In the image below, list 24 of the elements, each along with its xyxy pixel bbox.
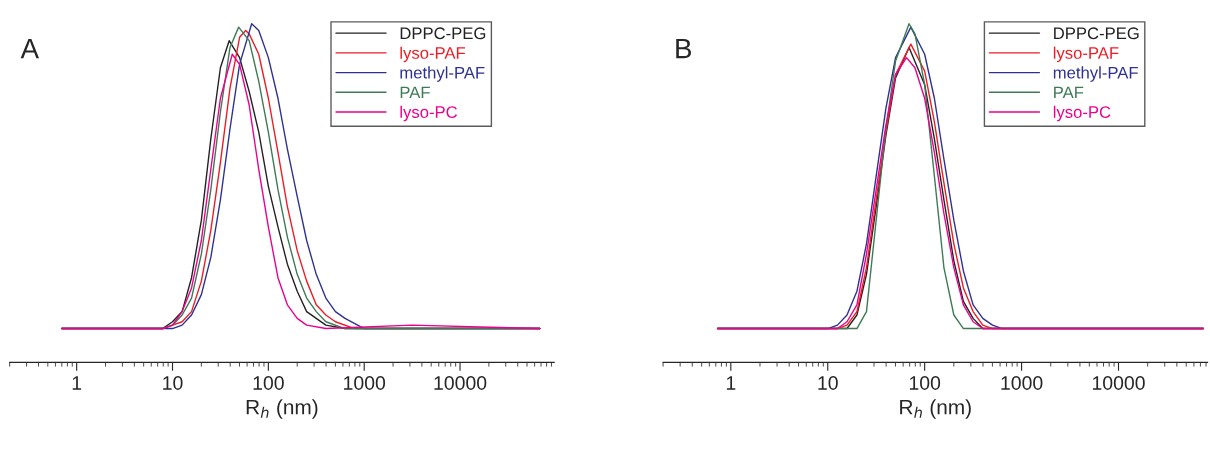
x-tick-label: 10: [163, 376, 183, 390]
legend-label: lyso-PC: [1053, 105, 1111, 122]
legend-label: lyso-PC: [400, 105, 458, 122]
legend-label: DPPC-PEG: [400, 27, 486, 40]
x-tick-label: 10000: [1092, 376, 1145, 390]
legend-label: lyso-PAF: [1053, 46, 1119, 63]
x-tick-label: 10: [818, 376, 838, 390]
x-tick-label: 1: [726, 376, 736, 390]
x-tick-label: 1000: [344, 376, 386, 390]
legend-label: lyso-PAF: [400, 46, 466, 63]
x-tick-label: 100: [909, 376, 941, 390]
x-tick-label: 1: [72, 376, 82, 390]
x-tick-label: 10000: [434, 376, 487, 390]
legend-label: methyl-PAF: [400, 66, 485, 82]
legend-label: DPPC-PEG: [1054, 27, 1139, 40]
x-axis-title: R$_{h}$ (nm): [900, 399, 971, 419]
chart-title: A: [20, 39, 40, 59]
legend-label: PAF: [400, 86, 430, 99]
x-axis-title: R$_{h}$ (nm): [246, 399, 318, 419]
legend-label: PAF: [1054, 86, 1084, 99]
chart-title: B: [676, 39, 692, 59]
legend-label: methyl-PAF: [1053, 66, 1138, 82]
x-tick-label: 100: [253, 376, 284, 390]
x-tick-label: 1000: [1001, 376, 1043, 390]
